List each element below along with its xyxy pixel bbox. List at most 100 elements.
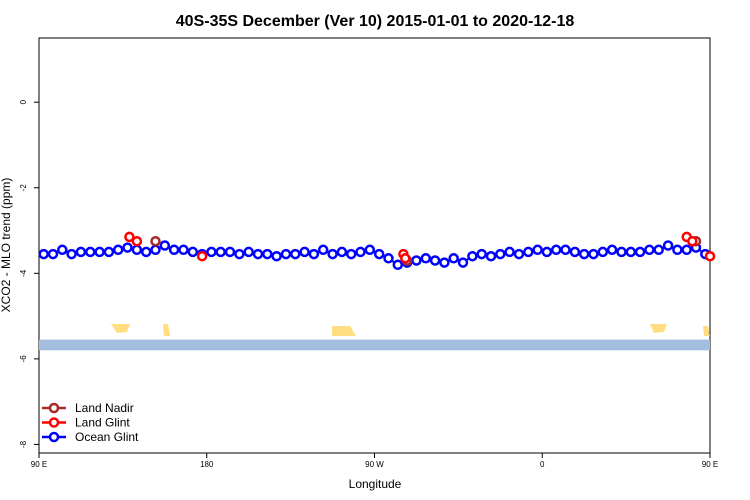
data-point bbox=[159, 240, 171, 251]
data-point bbox=[131, 244, 143, 256]
data-point bbox=[541, 246, 553, 258]
data-point bbox=[140, 246, 152, 258]
data-point bbox=[672, 244, 683, 256]
data-point bbox=[131, 235, 143, 247]
data-point bbox=[467, 250, 478, 262]
y-tick-label: -4 bbox=[19, 269, 28, 277]
plot-frame bbox=[38, 37, 711, 454]
data-point bbox=[168, 244, 180, 256]
data-point bbox=[429, 255, 441, 266]
data-point bbox=[578, 248, 590, 260]
chart-title: 40S-35S December (Ver 10) 2015-01-01 to … bbox=[176, 13, 575, 30]
data-point bbox=[290, 248, 301, 260]
legend-swatch-marker bbox=[48, 431, 60, 443]
y-tick-label: 0 bbox=[19, 99, 28, 104]
data-point bbox=[383, 253, 394, 264]
y-tick-label: -8 bbox=[19, 440, 28, 448]
data-point bbox=[504, 246, 515, 258]
data-point bbox=[532, 244, 543, 256]
data-point bbox=[38, 248, 49, 260]
legend-item: Land Nadir bbox=[42, 401, 134, 415]
land-patch-south-america bbox=[332, 326, 356, 336]
data-point bbox=[653, 244, 664, 256]
data-point bbox=[560, 244, 571, 256]
x-axis-label: Longitude bbox=[349, 477, 402, 491]
data-point bbox=[178, 244, 189, 256]
data-point bbox=[644, 244, 655, 256]
x-axis: 90 E 180 90 W 0 90 E bbox=[31, 453, 718, 469]
data-point bbox=[75, 246, 87, 258]
legend-label: Land Nadir bbox=[75, 401, 134, 415]
data-point bbox=[634, 246, 646, 258]
data-point bbox=[392, 259, 404, 271]
data-point bbox=[47, 248, 59, 260]
data-point bbox=[513, 248, 525, 260]
x-tick-label: 0 bbox=[540, 460, 545, 469]
data-point bbox=[550, 244, 562, 256]
data-point bbox=[124, 231, 135, 243]
land-patch-australia-right bbox=[650, 324, 667, 333]
data-point bbox=[625, 246, 637, 258]
data-point bbox=[215, 246, 226, 258]
data-point bbox=[345, 248, 357, 260]
data-point bbox=[411, 255, 422, 266]
legend-item: Ocean Glint bbox=[42, 430, 139, 444]
ocean-band bbox=[39, 339, 710, 351]
y-tick-label: -6 bbox=[19, 355, 28, 363]
legend-label: Ocean Glint bbox=[75, 430, 139, 444]
x-tick-label: 90 E bbox=[31, 460, 47, 469]
data-point bbox=[122, 242, 133, 253]
series-land-glint bbox=[124, 231, 716, 264]
data-point bbox=[704, 250, 716, 262]
data-point bbox=[687, 235, 698, 247]
data-point bbox=[457, 257, 469, 268]
legend-swatch-marker bbox=[48, 417, 60, 428]
land-ocean-band bbox=[39, 324, 710, 351]
data-point bbox=[569, 246, 581, 258]
data-point bbox=[196, 250, 208, 262]
data-point bbox=[476, 248, 487, 260]
data-point bbox=[336, 246, 348, 258]
data-point bbox=[271, 250, 282, 262]
data-point bbox=[150, 244, 161, 256]
data-point bbox=[262, 248, 273, 260]
data-point bbox=[327, 248, 338, 260]
data-point bbox=[252, 248, 264, 260]
series-layer bbox=[38, 231, 716, 271]
data-point bbox=[280, 248, 292, 260]
data-point bbox=[420, 253, 432, 264]
x-tick-label: 90 W bbox=[365, 460, 384, 469]
land-patch-australia-left bbox=[111, 324, 130, 333]
land-patch-nz-right bbox=[703, 326, 710, 336]
data-point bbox=[523, 246, 534, 258]
data-point bbox=[103, 246, 115, 258]
data-point bbox=[66, 248, 77, 260]
legend-label: Land Glint bbox=[75, 416, 130, 430]
data-point bbox=[317, 244, 329, 256]
y-tick-label: -2 bbox=[19, 184, 28, 192]
series-ocean-glint bbox=[38, 240, 711, 271]
y-axis-label: XCO2 - MLO trend (ppm) bbox=[0, 178, 13, 313]
data-point bbox=[206, 246, 217, 258]
data-point bbox=[150, 235, 161, 247]
data-point bbox=[662, 240, 674, 251]
data-point bbox=[243, 246, 254, 258]
data-point bbox=[355, 246, 366, 258]
legend-swatch-marker bbox=[48, 402, 60, 414]
data-point bbox=[485, 250, 497, 262]
data-point bbox=[364, 244, 376, 256]
data-point bbox=[308, 248, 320, 260]
data-point bbox=[373, 248, 385, 260]
data-point bbox=[597, 246, 609, 258]
data-point bbox=[85, 246, 96, 258]
legend-item: Land Glint bbox=[42, 416, 130, 430]
data-point bbox=[439, 257, 450, 268]
data-point bbox=[616, 246, 627, 258]
land-patch-nz-left bbox=[163, 324, 170, 336]
data-point bbox=[112, 244, 124, 256]
x-tick-label: 90 E bbox=[702, 460, 718, 469]
x-tick-label: 180 bbox=[200, 460, 214, 469]
y-axis: 0 -2 -4 -6 -8 bbox=[19, 99, 39, 448]
